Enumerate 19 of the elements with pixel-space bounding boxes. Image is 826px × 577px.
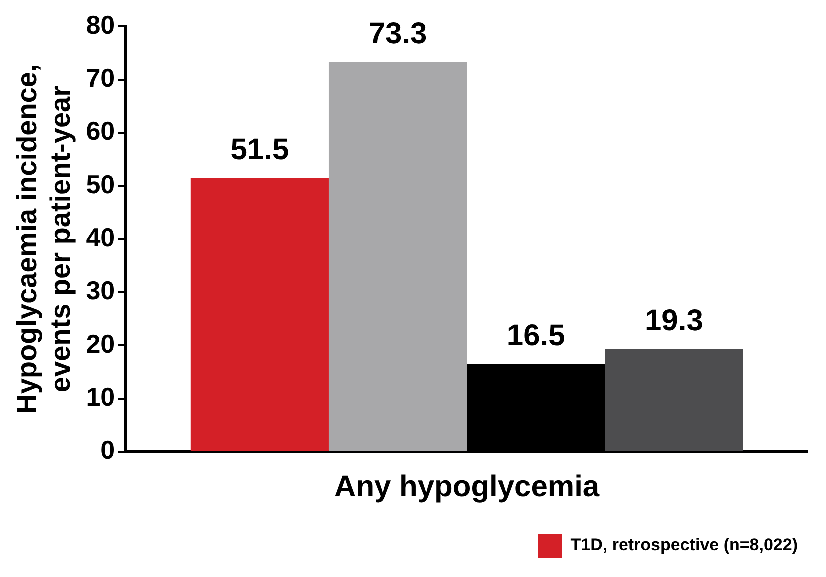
y-tick-label: 70 [86, 62, 116, 93]
y-tick-label: 30 [86, 276, 116, 306]
y-tick-label: 40 [86, 222, 116, 252]
y-tick-label: 20 [86, 328, 116, 359]
bar [328, 62, 468, 451]
data-label: 73.3 [368, 17, 428, 50]
data-label: 19.3 [644, 304, 704, 338]
x-tick-label: Any hypoglycemia [334, 470, 600, 504]
y-tick-label: 10 [86, 382, 116, 412]
data-label: 51.5 [230, 133, 290, 166]
y-tick-label: 60 [86, 116, 116, 146]
y-axis-title: Hypoglycaemia incidence, events per patient-year [12, 64, 76, 414]
bar [190, 178, 329, 451]
y-tick-label: 80 [86, 10, 116, 40]
y-tick-label: 50 [86, 169, 116, 200]
bar [605, 349, 744, 451]
data-label: 16.5 [506, 320, 566, 353]
legend-label: T1D, retrospective (n=8,022) [570, 536, 798, 555]
y-tick-label: 0 [100, 435, 116, 466]
